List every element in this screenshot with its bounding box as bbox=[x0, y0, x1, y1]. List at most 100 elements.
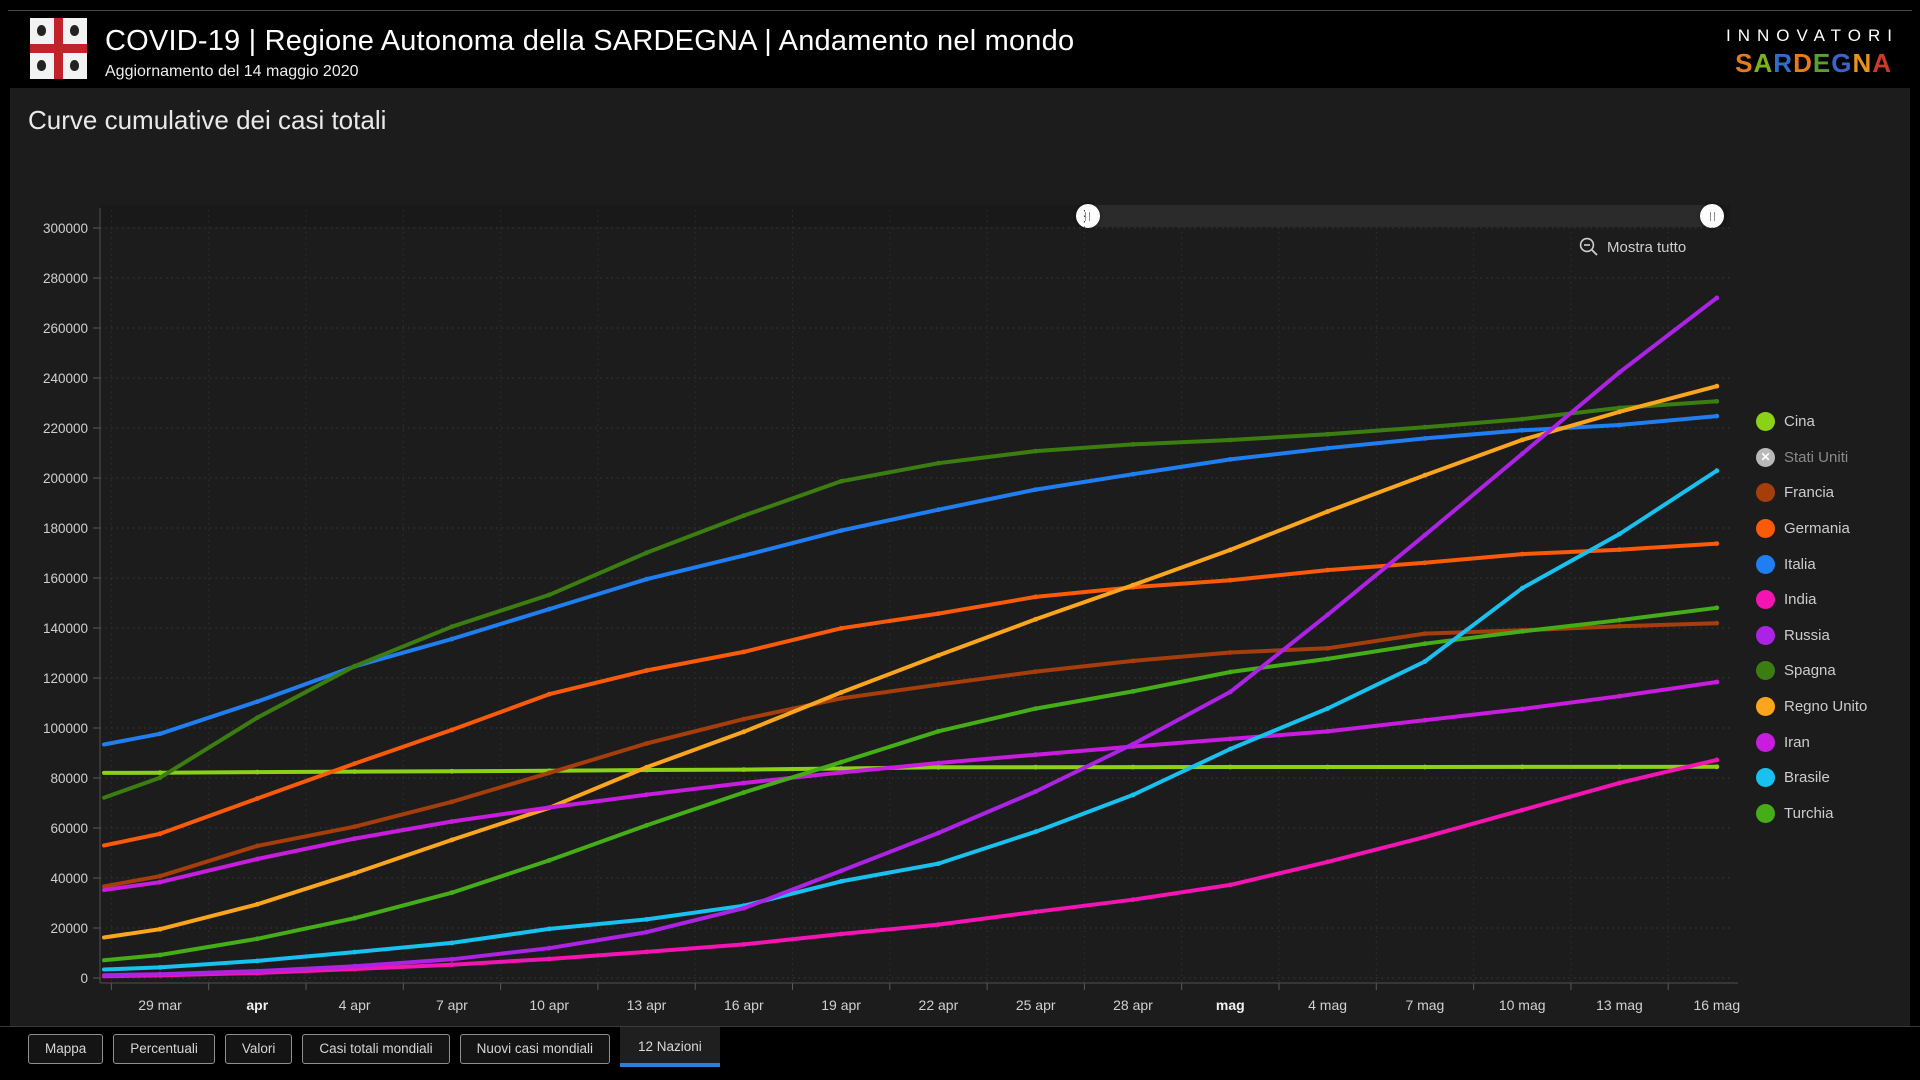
series-bullet-turchia bbox=[1617, 617, 1622, 623]
x-axis-label: 10 mag bbox=[1499, 997, 1546, 1013]
magnifier-minus-icon bbox=[1579, 237, 1598, 256]
legend-item-india[interactable]: India bbox=[1756, 582, 1920, 618]
series-bullet-spagna bbox=[1033, 448, 1039, 454]
series-bullet-francia bbox=[936, 682, 941, 688]
tab-percentuali[interactable]: Percentuali bbox=[113, 1034, 215, 1064]
legend-item-turchia[interactable]: Turchia bbox=[1756, 796, 1920, 832]
legend-color-dot bbox=[1756, 768, 1775, 788]
tab-nuovi-casi-mondiali[interactable]: Nuovi casi mondiali bbox=[459, 1034, 610, 1064]
series-bullet-regno-unito bbox=[1714, 383, 1720, 389]
x-axis-label: 10 apr bbox=[529, 997, 569, 1013]
range-slider-selection[interactable] bbox=[1087, 205, 1713, 227]
y-axis-label: 60000 bbox=[50, 821, 88, 836]
series-bullet-turchia bbox=[644, 823, 649, 828]
series-bullet-brasile bbox=[644, 917, 649, 922]
series-bullet-russia bbox=[352, 963, 357, 969]
sardegna-coat-of-arms-logo bbox=[30, 18, 87, 79]
y-axis-label: 140000 bbox=[43, 621, 88, 636]
series-bullet-brasile bbox=[1130, 792, 1136, 798]
series-bullet-italia bbox=[1519, 427, 1525, 433]
legend-item-stati-uniti[interactable]: ✕ Stati Uniti bbox=[1756, 440, 1920, 476]
series-bullet-regno-unito bbox=[352, 870, 357, 876]
series-bullet-germania bbox=[838, 625, 844, 631]
series-bullet-italia bbox=[644, 576, 649, 582]
series-line-russia bbox=[102, 295, 1720, 978]
series-bullet-russia bbox=[741, 905, 747, 911]
update-date-text: Aggiornamento del 14 maggio 2020 bbox=[105, 63, 359, 80]
series-bullet-germania bbox=[1227, 577, 1233, 583]
y-axis-label: 280000 bbox=[43, 271, 88, 286]
series-bullet-india bbox=[1325, 859, 1330, 865]
series-path-turchia bbox=[102, 605, 1719, 963]
legend-item-brasile[interactable]: Brasile bbox=[1756, 760, 1920, 796]
series-bullet-germania bbox=[546, 691, 552, 697]
brand-letter: G bbox=[1831, 48, 1853, 78]
series-bullet-russia bbox=[254, 968, 260, 974]
series-bullet-russia bbox=[1714, 295, 1720, 301]
series-bullet-russia bbox=[546, 945, 552, 951]
series-bullet-iran bbox=[546, 805, 552, 810]
legend-item-italia[interactable]: Italia bbox=[1756, 546, 1920, 582]
tab-12-nazioni[interactable]: 12 Nazioni bbox=[619, 1027, 720, 1067]
y-axis-label: 120000 bbox=[43, 671, 88, 686]
legend-color-dot bbox=[1756, 697, 1775, 717]
legend-item-russia[interactable]: Russia bbox=[1756, 618, 1920, 654]
series-bullet-turchia bbox=[157, 952, 163, 958]
series-path-india bbox=[102, 757, 1719, 979]
y-axis-label: 100000 bbox=[43, 721, 88, 736]
series-bullet-spagna bbox=[1422, 424, 1428, 430]
series-bullet-francia bbox=[1325, 645, 1330, 651]
legend-item-spagna[interactable]: Spagna bbox=[1756, 653, 1920, 689]
show-all-button[interactable]: Mostra tutto bbox=[1578, 236, 1686, 258]
legend-label: Russia bbox=[1784, 626, 1830, 644]
series-bullet-germania bbox=[1714, 541, 1720, 546]
tab-valori[interactable]: Valori bbox=[224, 1034, 293, 1064]
series-bullet-brasile bbox=[254, 958, 260, 964]
series-line-francia bbox=[102, 620, 1720, 889]
series-path-germania bbox=[102, 541, 1719, 848]
legend-item-germania[interactable]: Germania bbox=[1756, 511, 1920, 547]
series-bullet-cina bbox=[352, 769, 357, 774]
chart-card: Curve cumulative dei casi totali Mostra … bbox=[10, 88, 1910, 1026]
series-bullet-turchia bbox=[1130, 689, 1136, 694]
series-bullet-turchia bbox=[1033, 706, 1039, 711]
x-axis-label: 25 apr bbox=[1016, 997, 1056, 1013]
series-bullet-regno-unito bbox=[936, 653, 941, 658]
app-title: COVID-19 | Regione Autonoma della SARDEG… bbox=[105, 25, 1075, 57]
series-bullet-india bbox=[1519, 807, 1525, 813]
series-bullet-cina bbox=[838, 766, 844, 771]
range-slider-left-handle[interactable] bbox=[1075, 204, 1100, 228]
legend-label: Francia bbox=[1784, 484, 1835, 502]
legend-item-francia[interactable]: Francia bbox=[1756, 475, 1920, 511]
series-bullet-iran bbox=[449, 819, 455, 824]
series-bullet-cina bbox=[1714, 764, 1720, 770]
series-bullet-italia bbox=[1325, 445, 1330, 451]
series-bullet-italia bbox=[838, 528, 844, 533]
series-bullet-cina bbox=[1227, 764, 1233, 770]
series-bullet-russia bbox=[1130, 741, 1136, 747]
legend-color-dot bbox=[1756, 554, 1775, 574]
x-axis-label: 7 apr bbox=[436, 997, 468, 1013]
header-bar: COVID-19 | Regione Autonoma della SARDEG… bbox=[0, 11, 1920, 87]
legend-item-regno-unito[interactable]: Regno Unito bbox=[1756, 689, 1920, 725]
series-bullet-turchia bbox=[1325, 656, 1330, 662]
series-bullet-spagna bbox=[157, 775, 163, 781]
tab-mappa[interactable]: Mappa bbox=[28, 1034, 104, 1064]
series-bullet-turchia bbox=[1227, 669, 1233, 675]
series-bullet-francia bbox=[1130, 658, 1136, 664]
brand-line1: INNOVATORI bbox=[1726, 26, 1899, 45]
range-slider-track[interactable] bbox=[100, 205, 1730, 227]
tab-casi-totali-mondiali[interactable]: Casi totali mondiali bbox=[302, 1034, 450, 1064]
range-slider-right-handle[interactable] bbox=[1700, 204, 1725, 228]
series-bullet-brasile bbox=[157, 965, 163, 970]
legend-color-dot bbox=[1756, 661, 1775, 681]
series-bullet-russia bbox=[1033, 789, 1039, 794]
legend-item-cina[interactable]: Cina bbox=[1756, 404, 1920, 440]
y-axis-label: 0 bbox=[80, 971, 88, 986]
x-axis-label: 19 apr bbox=[821, 997, 861, 1013]
series-bullet-germania bbox=[352, 761, 357, 766]
legend-item-iran[interactable]: Iran bbox=[1756, 724, 1920, 760]
tab-list: Mappa Percentuali Valori Casi totali mondia… bbox=[28, 1027, 720, 1067]
series-bullet-germania bbox=[449, 727, 455, 733]
series-bullet-spagna bbox=[1617, 405, 1622, 411]
